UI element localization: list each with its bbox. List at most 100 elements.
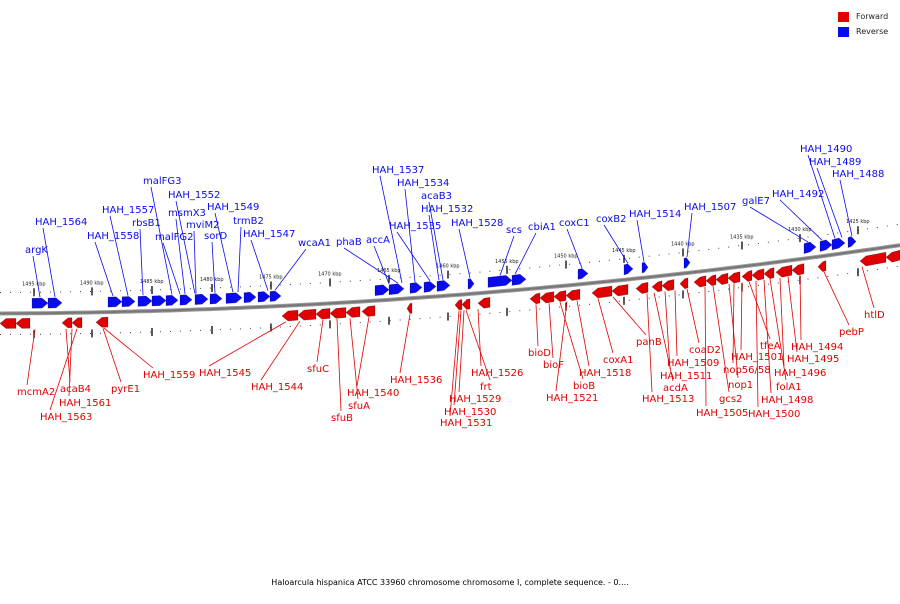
- reverse-label-connector: [379, 175, 403, 283]
- forward-label-connector: [26, 329, 36, 386]
- tick-label: 1435 kbp: [730, 234, 754, 240]
- reverse-gene-arrow: [831, 237, 846, 251]
- reverse-label-connector: [514, 232, 537, 275]
- forward-label-connector: [316, 319, 324, 363]
- reverse-label-connector: [42, 227, 56, 298]
- forward-gene-arrow: [315, 308, 331, 320]
- forward-gene-label: nop1: [728, 380, 753, 391]
- reverse-gene-label: cbiA1: [528, 222, 556, 233]
- reverse-gene-arrow: [847, 236, 857, 249]
- tick-label: 1470 kbp: [318, 271, 342, 277]
- forward-gene-label: HAH_1513: [642, 394, 694, 405]
- reverse-gene-arrow: [819, 239, 833, 252]
- forward-label-connector: [68, 328, 73, 397]
- forward-label-connector: [49, 328, 78, 411]
- forward-gene-label: HAH_1530: [444, 407, 496, 418]
- tick-label: 1475 kbp: [259, 274, 283, 280]
- reverse-label-connector: [458, 228, 471, 278]
- forward-gene-label: HAH_1559: [143, 370, 195, 381]
- reverse-label-connector: [214, 212, 234, 293]
- forward-label-connector: [664, 291, 671, 370]
- forward-gene-label: HAH_1495: [787, 354, 839, 365]
- forward-label-connector: [823, 271, 850, 326]
- tick-label: 1490 kbp: [80, 280, 104, 286]
- forward-label-connector: [597, 298, 614, 354]
- forward-label-connector: [208, 321, 287, 367]
- reverse-gene-arrow: [179, 294, 193, 306]
- forward-label-connector: [458, 310, 465, 393]
- reverse-label-connector: [373, 245, 390, 284]
- reverse-gene-label: HAH_1490: [800, 144, 852, 155]
- tick-label: 1430 kbp: [788, 227, 812, 233]
- forward-gene-arrow: [635, 281, 649, 294]
- tick-label: 1445 kbp: [612, 248, 636, 254]
- reverse-gene-arrow: [388, 283, 405, 296]
- reverse-gene-arrow: [243, 291, 257, 304]
- forward-label-connector: [612, 296, 647, 336]
- forward-gene-label: panB: [636, 337, 662, 348]
- reverse-label-connector: [807, 154, 836, 239]
- forward-gene-arrow: [553, 290, 567, 302]
- reverse-label-connector: [139, 228, 144, 296]
- forward-label-connector: [555, 301, 568, 392]
- reverse-gene-arrow: [436, 280, 451, 292]
- reverse-gene-label: HAH_1552: [168, 190, 220, 201]
- genome-backbone: [0, 244, 900, 315]
- forward-gene-label: HAH_1521: [546, 393, 598, 404]
- forward-gene-label: acdA: [663, 383, 688, 394]
- forward-label-connector: [861, 266, 875, 309]
- forward-gene-arrow: [661, 279, 675, 292]
- forward-gene-arrow: [281, 309, 299, 322]
- reverse-label-connector: [193, 230, 197, 294]
- reverse-gene-label: HAH_1534: [397, 178, 449, 189]
- reverse-gene-label: msmX3: [168, 208, 206, 219]
- forward-gene-arrow: [885, 249, 900, 263]
- forward-gene-label: HAH_1500: [748, 409, 800, 420]
- forward-gene-arrow: [715, 272, 729, 285]
- forward-gene-label: HAH_1505: [696, 408, 748, 419]
- forward-label-connector: [453, 310, 462, 406]
- forward-gene-label: sfuA: [348, 401, 370, 412]
- reverse-label-connector: [250, 239, 269, 291]
- forward-gene-label: HAH_1563: [40, 412, 92, 423]
- forward-gene-label: mcmA2: [17, 387, 55, 398]
- reverse-gene-arrow: [121, 296, 136, 308]
- forward-gene-label: sfuC: [307, 364, 329, 375]
- forward-gene-arrow: [477, 296, 491, 309]
- forward-gene-label: HAH_1498: [761, 395, 813, 406]
- reverse-label-connector: [396, 231, 431, 282]
- forward-label-connector: [356, 316, 370, 387]
- forward-label-connector: [763, 279, 772, 394]
- reverse-label-connector: [175, 200, 196, 294]
- forward-label-connector: [102, 328, 122, 383]
- reverse-gene-label: HAH_1488: [832, 169, 884, 180]
- reverse-gene-arrow: [641, 261, 649, 274]
- reverse-label-connector: [839, 179, 853, 237]
- forward-gene-label: HAH_1531: [440, 418, 492, 429]
- reverse-gene-label: coxC1: [559, 218, 590, 229]
- forward-gene-arrow: [693, 275, 707, 288]
- reverse-gene-label: HAH_1528: [451, 218, 503, 229]
- reverse-label-connector: [404, 188, 416, 283]
- forward-gene-label: gcs2: [719, 394, 742, 405]
- forward-gene-label: folA1: [776, 382, 802, 393]
- reverse-gene-label: malFG2: [155, 232, 194, 243]
- forward-label-connector: [646, 293, 653, 393]
- forward-gene-label: HAH_1526: [471, 368, 523, 379]
- forward-label-connector: [576, 300, 590, 367]
- forward-gene-label: coxA1: [603, 355, 633, 366]
- reverse-gene-label: HAH_1535: [389, 221, 441, 232]
- reverse-gene-arrow: [47, 297, 63, 309]
- reverse-gene-arrow: [31, 297, 49, 309]
- forward-label-connector: [548, 303, 554, 359]
- forward-gene-arrow: [539, 291, 555, 304]
- forward-gene-label: acaB4: [60, 384, 91, 395]
- reverse-gene-label: HAH_1492: [772, 189, 824, 200]
- forward-gene-label: tfeA: [760, 341, 781, 352]
- reverse-gene-label: HAH_1557: [102, 205, 154, 216]
- forward-label-connector: [712, 285, 730, 393]
- reverse-gene-label: argK: [25, 245, 48, 256]
- forward-label-connector: [477, 309, 482, 367]
